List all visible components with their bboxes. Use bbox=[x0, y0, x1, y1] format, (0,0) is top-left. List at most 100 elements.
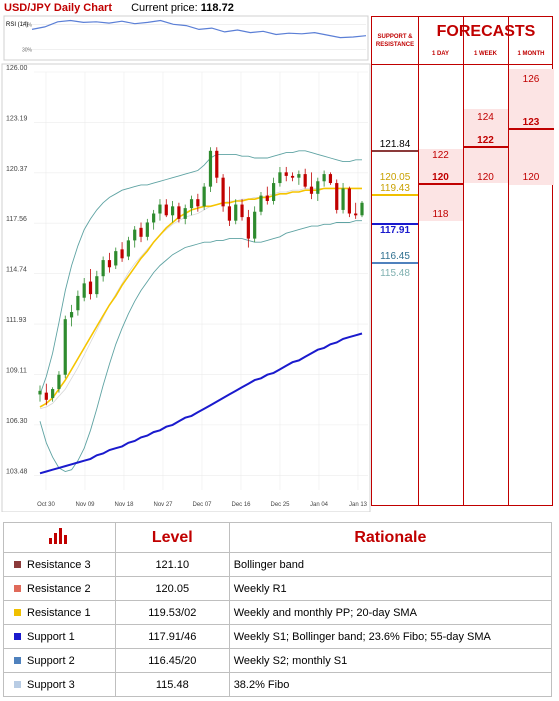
row-name: Support 1 bbox=[3, 624, 116, 649]
row-rationale: Weekly R1 bbox=[228, 576, 553, 601]
sr-column bbox=[372, 17, 418, 505]
candle-body bbox=[196, 199, 200, 207]
candle-body bbox=[303, 174, 307, 187]
table-header-row: Level Rationale bbox=[3, 522, 553, 553]
candle-body bbox=[189, 199, 194, 209]
table-row: Support 1 117.91/46 Weekly S1; Bollinger b… bbox=[3, 624, 553, 649]
forecast-panel: SUPPORT & RESISTANCE FORECASTS 1 DAY 1 W… bbox=[371, 16, 554, 506]
candle-body bbox=[139, 227, 143, 237]
candle-body bbox=[69, 312, 74, 318]
y-tick-label: 103.48 bbox=[6, 468, 28, 475]
level-color-swatch bbox=[14, 657, 21, 665]
candle-body bbox=[234, 204, 238, 221]
candle-body bbox=[278, 172, 282, 184]
level-color-swatch bbox=[14, 561, 21, 569]
candle-body bbox=[51, 389, 55, 399]
candle-body bbox=[95, 276, 99, 295]
candle-body bbox=[177, 206, 181, 219]
level-r2: 120.05 bbox=[379, 172, 411, 183]
table-row: Resistance 2 120.05 Weekly R1 bbox=[3, 576, 553, 601]
row-rationale: Weekly and monthly PP; 20-day SMA bbox=[228, 600, 553, 625]
forecast-1day-column bbox=[418, 17, 463, 505]
levels-table: Level Rationale Resistance 3 121.10 Bollin… bbox=[3, 522, 553, 697]
fc-1month-mid: 123 bbox=[508, 117, 554, 130]
sr-header: SUPPORT & RESISTANCE bbox=[375, 34, 415, 48]
fc-1month-high: 126 bbox=[522, 74, 540, 85]
y-tick-label: 109.11 bbox=[6, 368, 27, 375]
candle-body bbox=[259, 195, 263, 212]
current-price: Current price: 118.72 bbox=[131, 2, 234, 14]
x-tick-label: Dec 07 bbox=[192, 502, 212, 508]
candle-body bbox=[328, 174, 333, 184]
x-tick-label: Dec 25 bbox=[270, 502, 290, 508]
sma55-line bbox=[39, 332, 363, 475]
level-color-swatch bbox=[14, 681, 21, 689]
table-row: Support 2 116.45/20 Weekly S2; monthly S1 bbox=[3, 648, 553, 673]
candle-body bbox=[208, 150, 213, 187]
row-level: 117.91/46 bbox=[114, 624, 230, 649]
level-s2: 116.45 bbox=[372, 251, 418, 264]
candle-body bbox=[253, 211, 257, 239]
level-color-swatch bbox=[14, 609, 21, 617]
rsi-title: RSI (14) bbox=[6, 22, 28, 28]
row-rationale: Bollinger band bbox=[228, 552, 553, 577]
candle-body bbox=[152, 213, 156, 223]
panel-divider bbox=[372, 64, 552, 65]
row-level: 121.10 bbox=[114, 552, 230, 577]
rsi-frame bbox=[3, 15, 369, 61]
chart-title: USD/JPY Daily Chart bbox=[4, 2, 113, 14]
candle-body bbox=[88, 281, 93, 295]
x-tick-label: Nov 27 bbox=[153, 502, 173, 508]
candle-body bbox=[221, 177, 225, 207]
level-s3: 115.48 bbox=[380, 268, 410, 279]
candle-body bbox=[126, 240, 130, 257]
candle-body bbox=[170, 206, 175, 216]
candle-body bbox=[240, 204, 244, 218]
level-r1: 119.43 bbox=[372, 183, 418, 196]
candle-body bbox=[101, 260, 105, 277]
table-row: Resistance 3 121.10 Bollinger band bbox=[3, 552, 553, 577]
candle-body bbox=[57, 374, 61, 390]
x-tick-label: Jan 13 bbox=[349, 502, 368, 508]
candle-body bbox=[44, 392, 48, 400]
candle-body bbox=[335, 183, 339, 210]
candle-body bbox=[114, 251, 118, 266]
fc-1day-mid: 120 bbox=[418, 172, 463, 185]
y-tick-label: 117.56 bbox=[6, 216, 27, 223]
table-row: Support 3 115.48 38.2% Fibo bbox=[3, 672, 553, 697]
fc-1week-low: 120 bbox=[477, 172, 494, 183]
y-tick-label: 106.30 bbox=[6, 418, 28, 425]
forecast-1week-column bbox=[463, 17, 508, 505]
row-rationale: Weekly S2; monthly S1 bbox=[228, 648, 553, 673]
rsi-tick-label: 70% bbox=[22, 22, 33, 28]
candle-body bbox=[107, 260, 112, 268]
y-tick-label: 126.00 bbox=[6, 65, 28, 72]
x-tick-label: Nov 18 bbox=[114, 502, 134, 508]
rsi-tick-label: 30% bbox=[22, 48, 33, 54]
candle-body bbox=[202, 186, 206, 207]
row-level: 115.48 bbox=[114, 672, 230, 697]
fc-1week-mid: 122 bbox=[463, 135, 508, 148]
candle-body bbox=[265, 195, 269, 201]
fc-1day-high: 122 bbox=[432, 150, 449, 161]
candle-body bbox=[284, 172, 288, 176]
bar-chart-icon bbox=[3, 522, 116, 553]
candle-body bbox=[164, 204, 168, 216]
candle-body bbox=[354, 213, 358, 216]
fc-1month-low: 120 bbox=[522, 172, 540, 183]
level-r3: 121.84 bbox=[372, 139, 418, 152]
y-tick-label: 120.37 bbox=[6, 166, 28, 173]
col-1week: 1 WEEK bbox=[473, 51, 497, 57]
row-name: Resistance 3 bbox=[3, 552, 116, 577]
candle-body bbox=[297, 174, 301, 178]
x-tick-label: Nov 09 bbox=[75, 502, 95, 508]
candle-body bbox=[347, 188, 351, 214]
candle-body bbox=[215, 150, 219, 178]
table-row: Resistance 1 119.53/02 Weekly and monthly … bbox=[3, 600, 553, 625]
row-level: 120.05 bbox=[114, 576, 230, 601]
x-tick-label: Jan 04 bbox=[310, 502, 329, 508]
candle-body bbox=[309, 186, 314, 194]
candle-body bbox=[120, 249, 124, 259]
row-rationale: Weekly S1; Bollinger band; 23.6% Fibo; 5… bbox=[228, 624, 553, 649]
candle-body bbox=[316, 181, 320, 194]
